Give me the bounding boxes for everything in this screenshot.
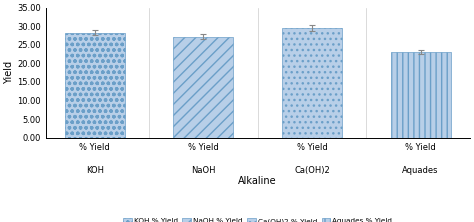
Bar <box>391 52 451 138</box>
Y-axis label: Yield: Yield <box>4 61 14 84</box>
Bar <box>173 37 233 138</box>
Bar <box>282 28 342 138</box>
X-axis label: Alkaline: Alkaline <box>238 176 277 186</box>
Bar <box>65 33 125 138</box>
Legend: KOH % Yield, NaOH % Yield, Ca(OH)2 % Yield, Aquades % Yield: KOH % Yield, NaOH % Yield, Ca(OH)2 % Yie… <box>120 215 395 222</box>
